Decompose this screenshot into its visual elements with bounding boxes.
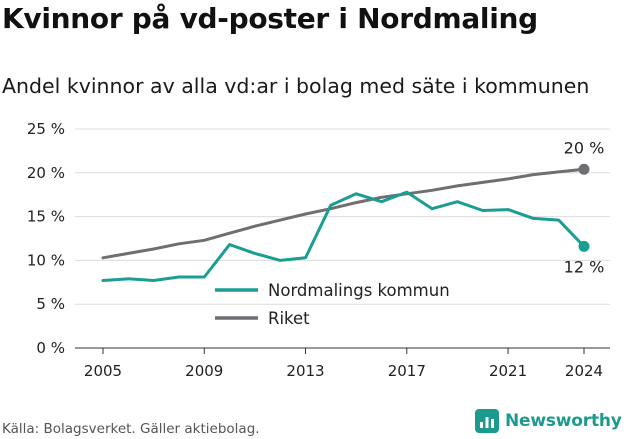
source-note: Källa: Bolagsverket. Gäller aktiebolag. xyxy=(2,421,260,437)
chart-subtitle: Andel kvinnor av alla vd:ar i bolag med … xyxy=(2,74,590,98)
end-labels: 12 % 20 % xyxy=(564,138,605,276)
x-tick-label: 2005 xyxy=(84,362,122,380)
gridlines xyxy=(75,128,610,349)
brand-logo: Newsworthy xyxy=(475,409,622,433)
x-tick-label: 2021 xyxy=(489,362,527,380)
end-label-riket: 20 % xyxy=(564,138,605,157)
y-tick-label: 25 % xyxy=(27,120,65,138)
legend-label: Nordmalings kommun xyxy=(268,281,450,300)
y-tick-label: 5 % xyxy=(36,295,65,313)
y-tick-label: 0 % xyxy=(36,339,65,357)
legend: Nordmalings kommun Riket xyxy=(215,281,450,328)
x-axis: 2005 2009 2013 2017 2021 2024 xyxy=(84,348,603,380)
x-tick-label: 2009 xyxy=(185,362,223,380)
end-label-nordmaling: 12 % xyxy=(564,257,605,276)
y-tick-label: 10 % xyxy=(27,251,65,269)
end-point-riket xyxy=(578,163,590,175)
line-chart: 0 %5 %10 %15 %20 %25 % 2005 2009 2013 2017 2… xyxy=(27,120,610,380)
series-line-nordmaling xyxy=(101,190,586,282)
legend-item-riket: Riket xyxy=(215,309,310,328)
chart-title: Kvinnor på vd-poster i Nordmaling xyxy=(2,2,538,35)
y-axis: 0 % 5 % 10 % 15 % 20 % 25 % xyxy=(27,120,65,357)
x-tick-label: 2024 xyxy=(565,362,603,380)
end-point-nordmaling xyxy=(578,240,590,252)
legend-item-nordmaling: Nordmalings kommun xyxy=(215,281,450,300)
bar-chart-icon xyxy=(475,409,499,433)
x-tick-label: 2013 xyxy=(286,362,324,380)
y-tick-label: 20 % xyxy=(27,164,65,182)
series-line-riket xyxy=(101,167,586,260)
legend-label: Riket xyxy=(268,309,310,328)
y-tick-label: 15 % xyxy=(27,208,65,226)
brand-name: Newsworthy xyxy=(505,411,622,431)
x-tick-label: 2017 xyxy=(388,362,426,380)
series xyxy=(101,163,590,282)
